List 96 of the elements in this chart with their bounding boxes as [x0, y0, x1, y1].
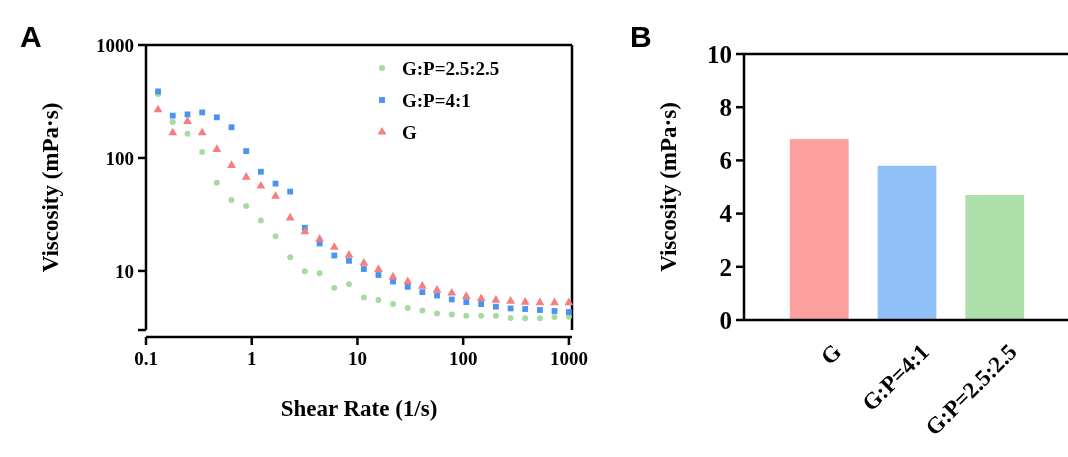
x-tick-label: 0.1 [134, 348, 158, 369]
point [256, 180, 266, 189]
point [360, 266, 367, 272]
point [257, 168, 264, 175]
point [432, 285, 442, 293]
point [461, 291, 471, 300]
point [346, 281, 352, 288]
point [257, 217, 264, 224]
point [403, 276, 413, 285]
point [492, 312, 499, 319]
point [522, 315, 529, 322]
point [404, 283, 411, 290]
bar [965, 194, 1025, 320]
point [478, 301, 485, 307]
point [404, 305, 411, 312]
y-axis-title: Viscosity (mPa·s) [656, 102, 681, 272]
x-axis-title: Shear Rate (1/s) [280, 396, 438, 421]
point [183, 116, 192, 124]
point [419, 289, 426, 296]
point [344, 250, 354, 258]
x-tick-label: 10 [347, 348, 367, 369]
point [551, 314, 558, 320]
point [522, 306, 529, 312]
point [316, 270, 323, 277]
y-tick-label: 8 [719, 93, 732, 121]
point [272, 233, 279, 240]
point [463, 312, 470, 319]
y-tick-label: 6 [719, 147, 732, 175]
point [168, 127, 178, 136]
point [184, 130, 191, 137]
point [375, 297, 382, 304]
point [329, 242, 339, 250]
point [478, 312, 485, 319]
x-tick-label: G [815, 339, 847, 370]
y-tick-label: 100 [105, 147, 134, 169]
point [331, 284, 338, 291]
point [417, 281, 427, 289]
point [492, 303, 499, 310]
point [565, 309, 572, 315]
point [213, 179, 220, 186]
point [447, 287, 457, 296]
point [315, 234, 325, 242]
text: A [20, 20, 42, 53]
point [243, 202, 250, 209]
legend-label: G [402, 121, 417, 143]
x-tick-label: 1 [246, 348, 257, 369]
point [243, 148, 250, 155]
point [227, 160, 236, 168]
point [241, 171, 251, 180]
y-tick-label: 10 [115, 260, 134, 282]
point [476, 293, 486, 302]
x-tick-label: 1000 [549, 348, 588, 369]
point [419, 307, 426, 314]
point [507, 305, 514, 312]
point [491, 294, 501, 303]
point [228, 196, 235, 203]
point [550, 297, 559, 306]
point [520, 296, 530, 305]
point [287, 254, 294, 261]
point [536, 315, 543, 322]
point [390, 301, 396, 308]
point [565, 313, 572, 320]
point [346, 257, 352, 264]
point [169, 119, 176, 126]
bar [789, 139, 849, 320]
legend-label: G:P=2.5:2.5 [402, 57, 500, 79]
y-tick-label: 4 [719, 200, 733, 228]
point [199, 148, 206, 155]
point [564, 297, 574, 306]
bar [877, 165, 937, 320]
legend-label: G:P=4:1 [402, 89, 471, 111]
point [535, 297, 545, 306]
point [213, 114, 220, 121]
y-tick-label: 10 [707, 40, 732, 68]
point [212, 144, 222, 152]
point [153, 104, 163, 113]
point [434, 310, 441, 317]
point [301, 268, 308, 275]
point [507, 315, 514, 321]
point [300, 226, 310, 235]
y-axis-title: Viscosity (mPa·s) [38, 102, 63, 273]
text: B [630, 20, 652, 53]
point [360, 294, 367, 301]
y-tick-label: 2 [719, 253, 732, 281]
point [463, 299, 470, 305]
point [506, 295, 516, 304]
point [448, 311, 455, 318]
point [169, 112, 176, 119]
point [197, 127, 207, 136]
point [271, 191, 280, 199]
y-tick-label: 0 [719, 306, 732, 334]
x-tick-label: 100 [448, 348, 478, 369]
point [374, 264, 383, 273]
y-tick-label: 1000 [96, 34, 134, 56]
point [537, 307, 543, 313]
point [359, 258, 369, 266]
